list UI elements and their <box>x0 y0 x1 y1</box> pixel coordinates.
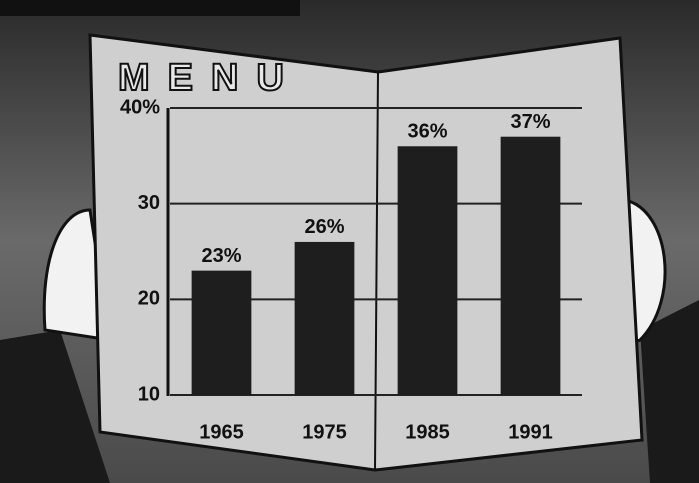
y-tick-label: 40% <box>120 96 160 118</box>
y-tick-label: 10 <box>138 383 160 405</box>
value-label: 26% <box>304 216 344 238</box>
bar <box>192 271 252 395</box>
chart-title: MENU <box>118 57 302 99</box>
bar <box>295 242 355 395</box>
value-label: 36% <box>407 121 447 143</box>
x-tick-label: 1965 <box>199 421 244 443</box>
value-label: 23% <box>201 245 241 267</box>
bar <box>398 146 458 395</box>
headline-bar <box>0 0 300 16</box>
value-label: 37% <box>510 111 550 133</box>
y-tick-label: 20 <box>138 288 160 310</box>
x-tick-label: 1991 <box>508 421 553 443</box>
y-tick-label: 30 <box>138 192 160 214</box>
x-tick-label: 1975 <box>302 421 347 443</box>
chart: MENU 10 20 30 40% 1965 23% 1975 26% 1985 36% 1991 3… <box>0 0 699 483</box>
page: MENU 10 20 30 40% 1965 23% 1975 26% 1985 36% 1991 3… <box>0 0 699 483</box>
x-tick-label: 1985 <box>405 421 450 443</box>
bar <box>501 137 561 395</box>
